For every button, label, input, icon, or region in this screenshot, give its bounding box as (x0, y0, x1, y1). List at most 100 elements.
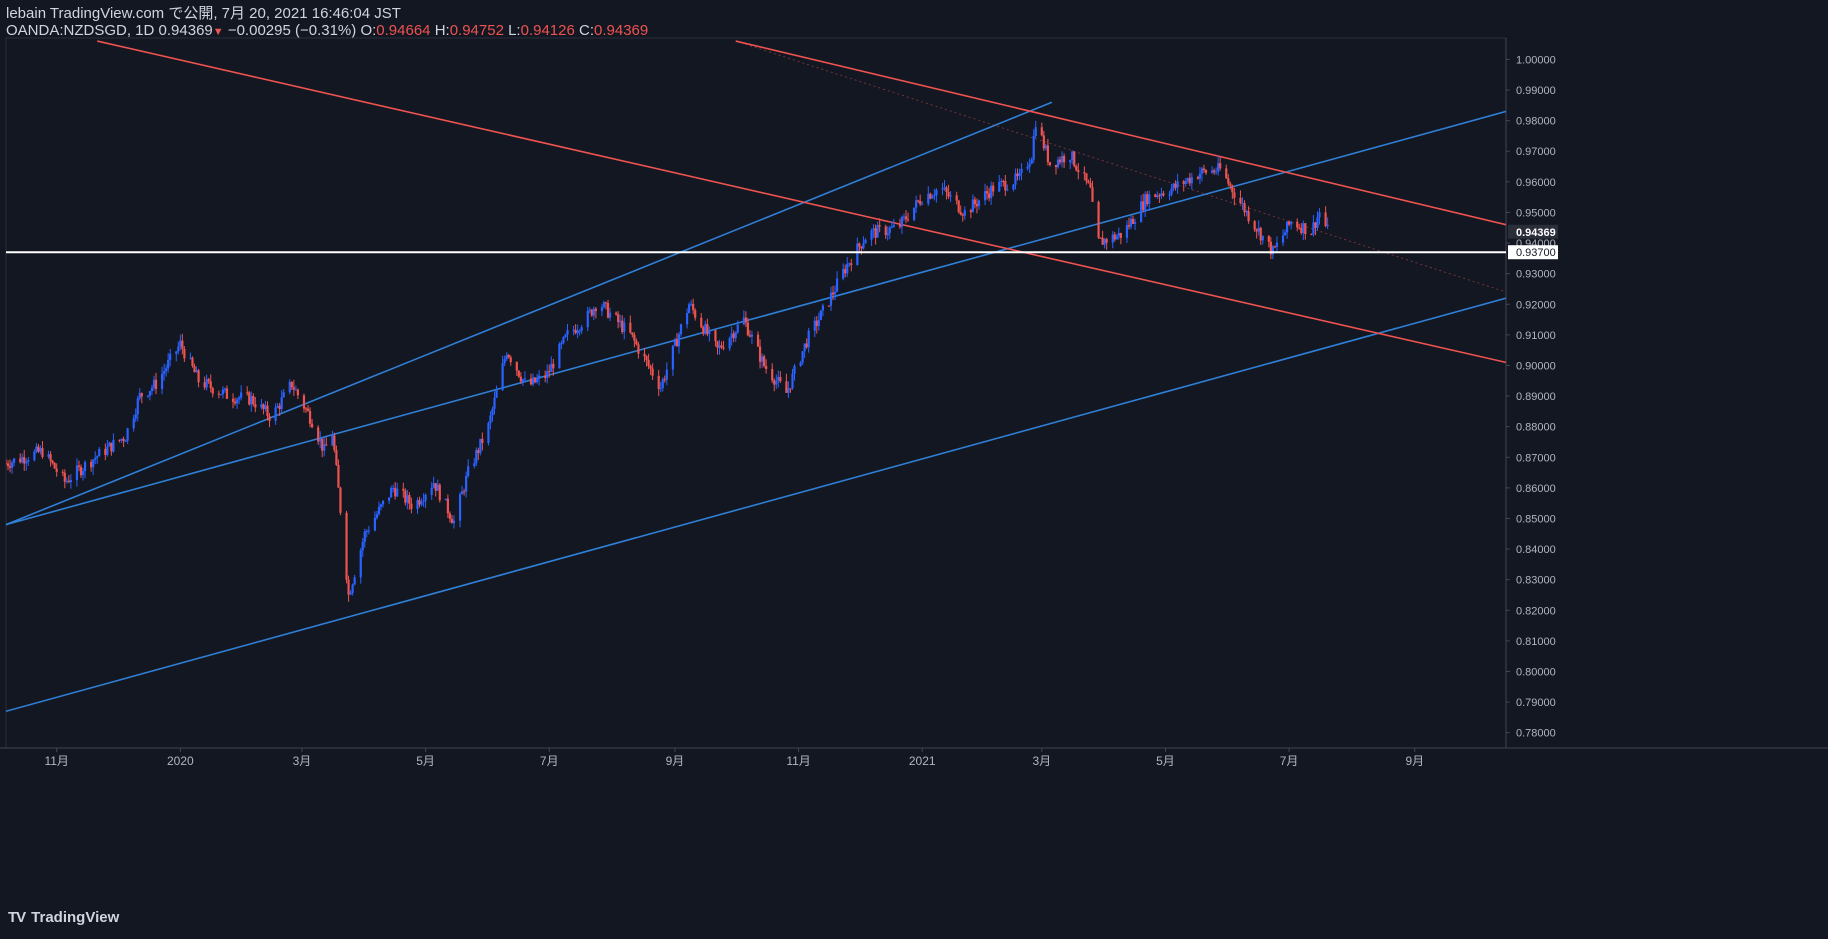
low-value: 0.94126 (520, 22, 575, 39)
candle-body-395 (1125, 225, 1129, 238)
candle-body-428 (1217, 163, 1220, 172)
candle-body-233 (663, 379, 666, 381)
candle-body-377 (1073, 151, 1076, 166)
candle-body-299 (850, 263, 853, 266)
candle-body-120 (345, 512, 348, 580)
candle-body-349 (992, 185, 995, 192)
candle-body-181 (517, 370, 520, 377)
candle-body-20 (61, 471, 64, 473)
candle-body-457 (1300, 227, 1303, 233)
candle-body-212 (604, 302, 608, 304)
candle-body-210 (600, 307, 604, 312)
y-tick-label-22: 1.00000 (1516, 54, 1556, 66)
candle-body-341 (971, 199, 974, 213)
x-tick-label-2: 3月 (293, 754, 312, 768)
candle-body-408 (1160, 193, 1163, 197)
candle-body-268 (763, 356, 766, 367)
candle-body-75 (217, 393, 220, 395)
last-price-label: 0.94369 (1516, 227, 1556, 239)
candle-body-167 (477, 450, 480, 454)
candle-body-160 (458, 494, 462, 521)
candle-body-314 (892, 224, 895, 227)
candle-body-110 (317, 427, 320, 442)
candle-body-332 (945, 187, 948, 193)
candle-body-441 (1255, 229, 1258, 232)
candle-body-106 (304, 408, 308, 410)
candle-body-286 (815, 320, 818, 327)
candle-body-297 (846, 263, 849, 274)
candle-body-214 (608, 312, 612, 318)
candle-body-302 (860, 246, 863, 249)
y-tick-label-20: 0.98000 (1516, 116, 1556, 128)
candle-body-44 (126, 428, 129, 441)
candle-body-219 (623, 322, 626, 332)
candle-body-284 (807, 330, 810, 348)
candle-body-5 (19, 458, 22, 463)
candle-body-418 (1188, 178, 1191, 184)
candle-body-228 (649, 365, 652, 369)
candle-body-234 (665, 369, 668, 380)
candle-body-96 (276, 405, 279, 408)
candle-body-198 (564, 334, 567, 338)
candle-body-367 (1044, 145, 1047, 149)
candle-body-245 (700, 317, 703, 328)
candle-body-143 (408, 495, 411, 504)
candle-body-45 (132, 418, 135, 429)
candle-body-461 (1312, 222, 1315, 235)
candle-body-93 (266, 405, 269, 417)
candle-body-89 (254, 404, 257, 408)
channel-midline (735, 40, 1506, 293)
candle-body-105 (302, 395, 306, 409)
candle-body-386 (1099, 237, 1102, 239)
candle-body-141 (404, 490, 407, 503)
candle-body-81 (233, 401, 237, 404)
candle-body-7 (23, 457, 26, 464)
candle-body-356 (1014, 173, 1017, 185)
candle-body-83 (238, 397, 241, 400)
x-tick-label-1: 2020 (167, 754, 194, 768)
candle-body-46 (134, 414, 137, 419)
candle-body-325 (927, 193, 930, 204)
candle-body-464 (1318, 212, 1321, 218)
candle-body-109 (310, 423, 314, 428)
candle-body-339 (963, 210, 966, 216)
candle-body-148 (422, 500, 425, 503)
candle-body-17 (51, 460, 54, 463)
candle-body-288 (819, 310, 822, 320)
candle-body-455 (1296, 221, 1299, 228)
candle-body-92 (264, 405, 267, 409)
candle-body-463 (1316, 217, 1319, 228)
candle-body-264 (750, 334, 754, 337)
candle-body-213 (606, 303, 610, 318)
candle-body-164 (467, 466, 470, 477)
candle-body-156 (446, 498, 449, 514)
y-tick-label-8: 0.86000 (1516, 483, 1556, 495)
candle-body-444 (1261, 235, 1264, 241)
candle-body-114 (325, 444, 328, 446)
candle-body-283 (805, 343, 808, 348)
y-tick-label-10: 0.88000 (1516, 422, 1556, 434)
y-tick-label-2: 0.80000 (1516, 666, 1556, 678)
candle-body-73 (209, 381, 212, 389)
candle-body-183 (521, 379, 524, 382)
candle-body-68 (195, 370, 198, 373)
candle-body-363 (1032, 135, 1035, 160)
low-label: L: (508, 22, 521, 39)
candle-body-27 (79, 466, 83, 476)
channel-line-3 (97, 40, 1506, 364)
candle-body-379 (1077, 170, 1080, 173)
open-value: 0.94664 (376, 22, 431, 39)
candle-body-197 (562, 337, 565, 343)
candle-body-186 (531, 377, 535, 385)
candle-body-129 (367, 530, 370, 532)
candle-body-8 (25, 461, 28, 464)
candle-body-52 (150, 387, 154, 392)
candle-body-60 (175, 351, 178, 354)
candle-body-182 (519, 376, 522, 382)
candle-body-88 (252, 396, 255, 405)
candle-body-136 (390, 488, 393, 498)
candle-body-191 (546, 371, 549, 378)
candle-body-434 (1233, 192, 1236, 198)
candle-body-223 (635, 340, 638, 345)
